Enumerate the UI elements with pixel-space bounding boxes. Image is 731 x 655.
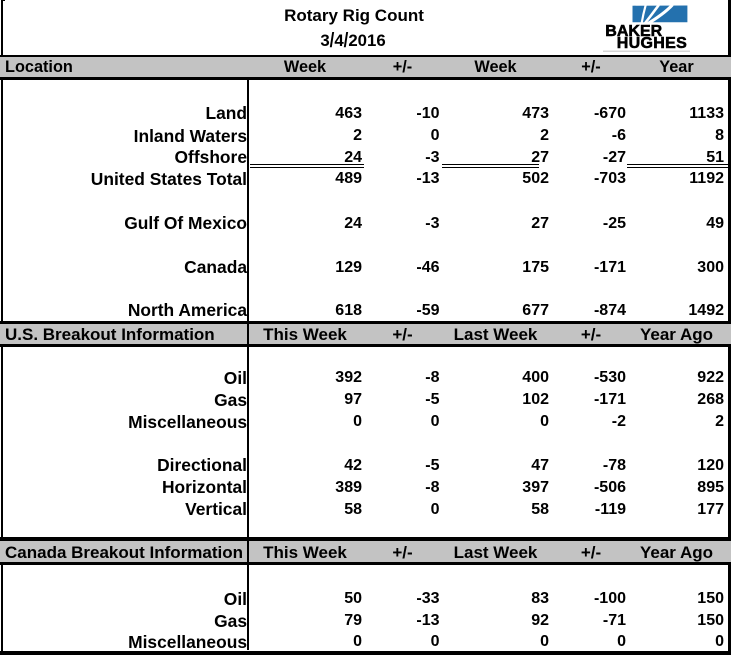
svg-text:BAKER: BAKER xyxy=(605,23,662,40)
svg-text:HUGHES: HUGHES xyxy=(617,35,687,52)
